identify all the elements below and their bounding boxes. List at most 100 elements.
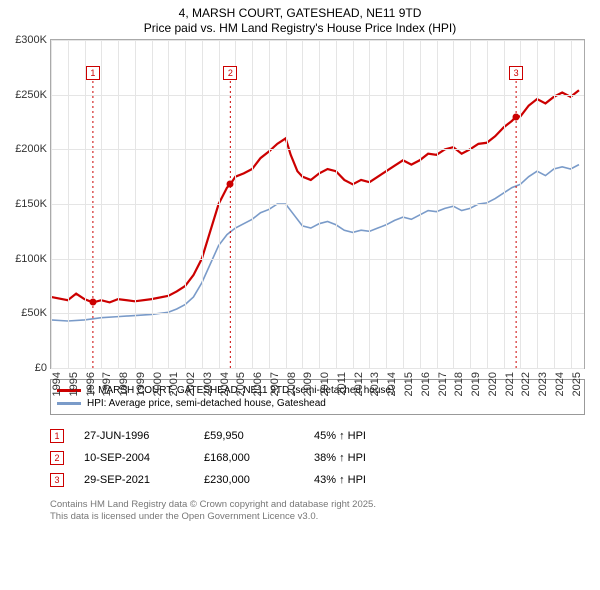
gridline-v (319, 40, 320, 368)
gridline-v (403, 40, 404, 368)
gridline-v (386, 40, 387, 368)
gridline-v (353, 40, 354, 368)
sales-date: 10-SEP-2004 (84, 452, 204, 464)
x-tick-label: 2016 (420, 372, 432, 396)
gridline-v (135, 40, 136, 368)
x-tick-label: 2002 (185, 372, 197, 396)
gridline-v (420, 40, 421, 368)
sale-marker-box: 2 (223, 66, 237, 80)
x-tick-label: 2021 (504, 372, 516, 396)
gridline-v (68, 40, 69, 368)
x-tick-label: 2000 (152, 372, 164, 396)
gridline-v (470, 40, 471, 368)
x-tick-label: 2023 (537, 372, 549, 396)
x-tick-label: 1997 (101, 372, 113, 396)
gridline-v (118, 40, 119, 368)
gridline-v (336, 40, 337, 368)
sales-table: 1 27-JUN-1996£59,95045% ↑ HPI 2 10-SEP-2004… (50, 425, 585, 491)
gridline-v (152, 40, 153, 368)
gridline-v (554, 40, 555, 368)
x-tick-label: 2011 (336, 372, 348, 396)
y-tick-label: £300K (15, 34, 47, 46)
legend-label: HPI: Average price, semi-detached house,… (87, 398, 326, 409)
sales-price: £59,950 (204, 430, 314, 442)
gridline-v (235, 40, 236, 368)
footer-attribution: Contains HM Land Registry data © Crown c… (50, 499, 585, 524)
gridline-v (252, 40, 253, 368)
x-tick-label: 2017 (437, 372, 449, 396)
x-tick-label: 2020 (487, 372, 499, 396)
sales-price: £230,000 (204, 474, 314, 486)
x-tick-label: 2025 (571, 372, 583, 396)
gridline-v (168, 40, 169, 368)
gridline-v (286, 40, 287, 368)
gridline-v (202, 40, 203, 368)
sales-price: £168,000 (204, 452, 314, 464)
sales-delta: 43% ↑ HPI (314, 474, 366, 486)
y-tick-label: £50K (21, 307, 47, 319)
page-subtitle: Price paid vs. HM Land Registry's House … (10, 21, 590, 35)
x-tick-label: 2024 (554, 372, 566, 396)
sales-date: 27-JUN-1996 (84, 430, 204, 442)
y-tick-label: £250K (15, 89, 47, 101)
sales-marker: 3 (50, 473, 64, 487)
x-tick-label: 1998 (118, 372, 130, 396)
x-tick-label: 2012 (353, 372, 365, 396)
page-title: 4, MARSH COURT, GATESHEAD, NE11 9TD (10, 6, 590, 20)
footer-line2: This data is licensed under the Open Gov… (50, 511, 585, 523)
sale-marker-box: 1 (86, 66, 100, 80)
header: 4, MARSH COURT, GATESHEAD, NE11 9TD Pric… (0, 0, 600, 39)
gridline-v (537, 40, 538, 368)
x-tick-label: 1996 (85, 372, 97, 396)
gridline-v (504, 40, 505, 368)
x-tick-label: 2013 (369, 372, 381, 396)
x-tick-label: 2008 (286, 372, 298, 396)
x-tick-label: 2019 (470, 372, 482, 396)
sales-row: 2 10-SEP-2004£168,00038% ↑ HPI (50, 447, 585, 469)
sale-marker-box: 3 (509, 66, 523, 80)
sale-marker-dot (89, 299, 96, 306)
gridline-v (185, 40, 186, 368)
sales-date: 29-SEP-2021 (84, 474, 204, 486)
sales-marker: 1 (50, 429, 64, 443)
footer-line1: Contains HM Land Registry data © Crown c… (50, 499, 585, 511)
x-tick-label: 2001 (168, 372, 180, 396)
x-tick-label: 2018 (453, 372, 465, 396)
gridline-v (369, 40, 370, 368)
legend-swatch (57, 402, 81, 405)
x-tick-label: 2010 (319, 372, 331, 396)
legend-row: HPI: Average price, semi-detached house,… (57, 397, 578, 410)
sale-marker-dot (513, 113, 520, 120)
x-tick-label: 2007 (269, 372, 281, 396)
gridline-v (453, 40, 454, 368)
gridline-v (269, 40, 270, 368)
chart: £0£50K£100K£150K£200K£250K£300K199419951… (50, 39, 585, 369)
x-tick-label: 2003 (202, 372, 214, 396)
gridline-v (219, 40, 220, 368)
x-tick-label: 2014 (386, 372, 398, 396)
sales-row: 3 29-SEP-2021£230,00043% ↑ HPI (50, 469, 585, 491)
gridline-v (487, 40, 488, 368)
gridline-h (51, 368, 584, 369)
gridline-v (571, 40, 572, 368)
y-tick-label: £100K (15, 253, 47, 265)
gridline-v (85, 40, 86, 368)
x-tick-label: 2015 (403, 372, 415, 396)
y-tick-label: £200K (15, 143, 47, 155)
x-tick-label: 2005 (235, 372, 247, 396)
y-tick-label: £0 (35, 362, 47, 374)
gridline-v (302, 40, 303, 368)
gridline-v (51, 40, 52, 368)
x-tick-label: 2006 (252, 372, 264, 396)
x-tick-label: 2009 (302, 372, 314, 396)
sale-marker-dot (227, 181, 234, 188)
series-hpi (51, 165, 579, 321)
x-tick-label: 1995 (68, 372, 80, 396)
sales-delta: 45% ↑ HPI (314, 430, 366, 442)
sales-delta: 38% ↑ HPI (314, 452, 366, 464)
gridline-v (520, 40, 521, 368)
plot-area: £0£50K£100K£150K£200K£250K£300K199419951… (50, 39, 585, 369)
sales-marker: 2 (50, 451, 64, 465)
x-tick-label: 1999 (135, 372, 147, 396)
x-tick-label: 2004 (219, 372, 231, 396)
